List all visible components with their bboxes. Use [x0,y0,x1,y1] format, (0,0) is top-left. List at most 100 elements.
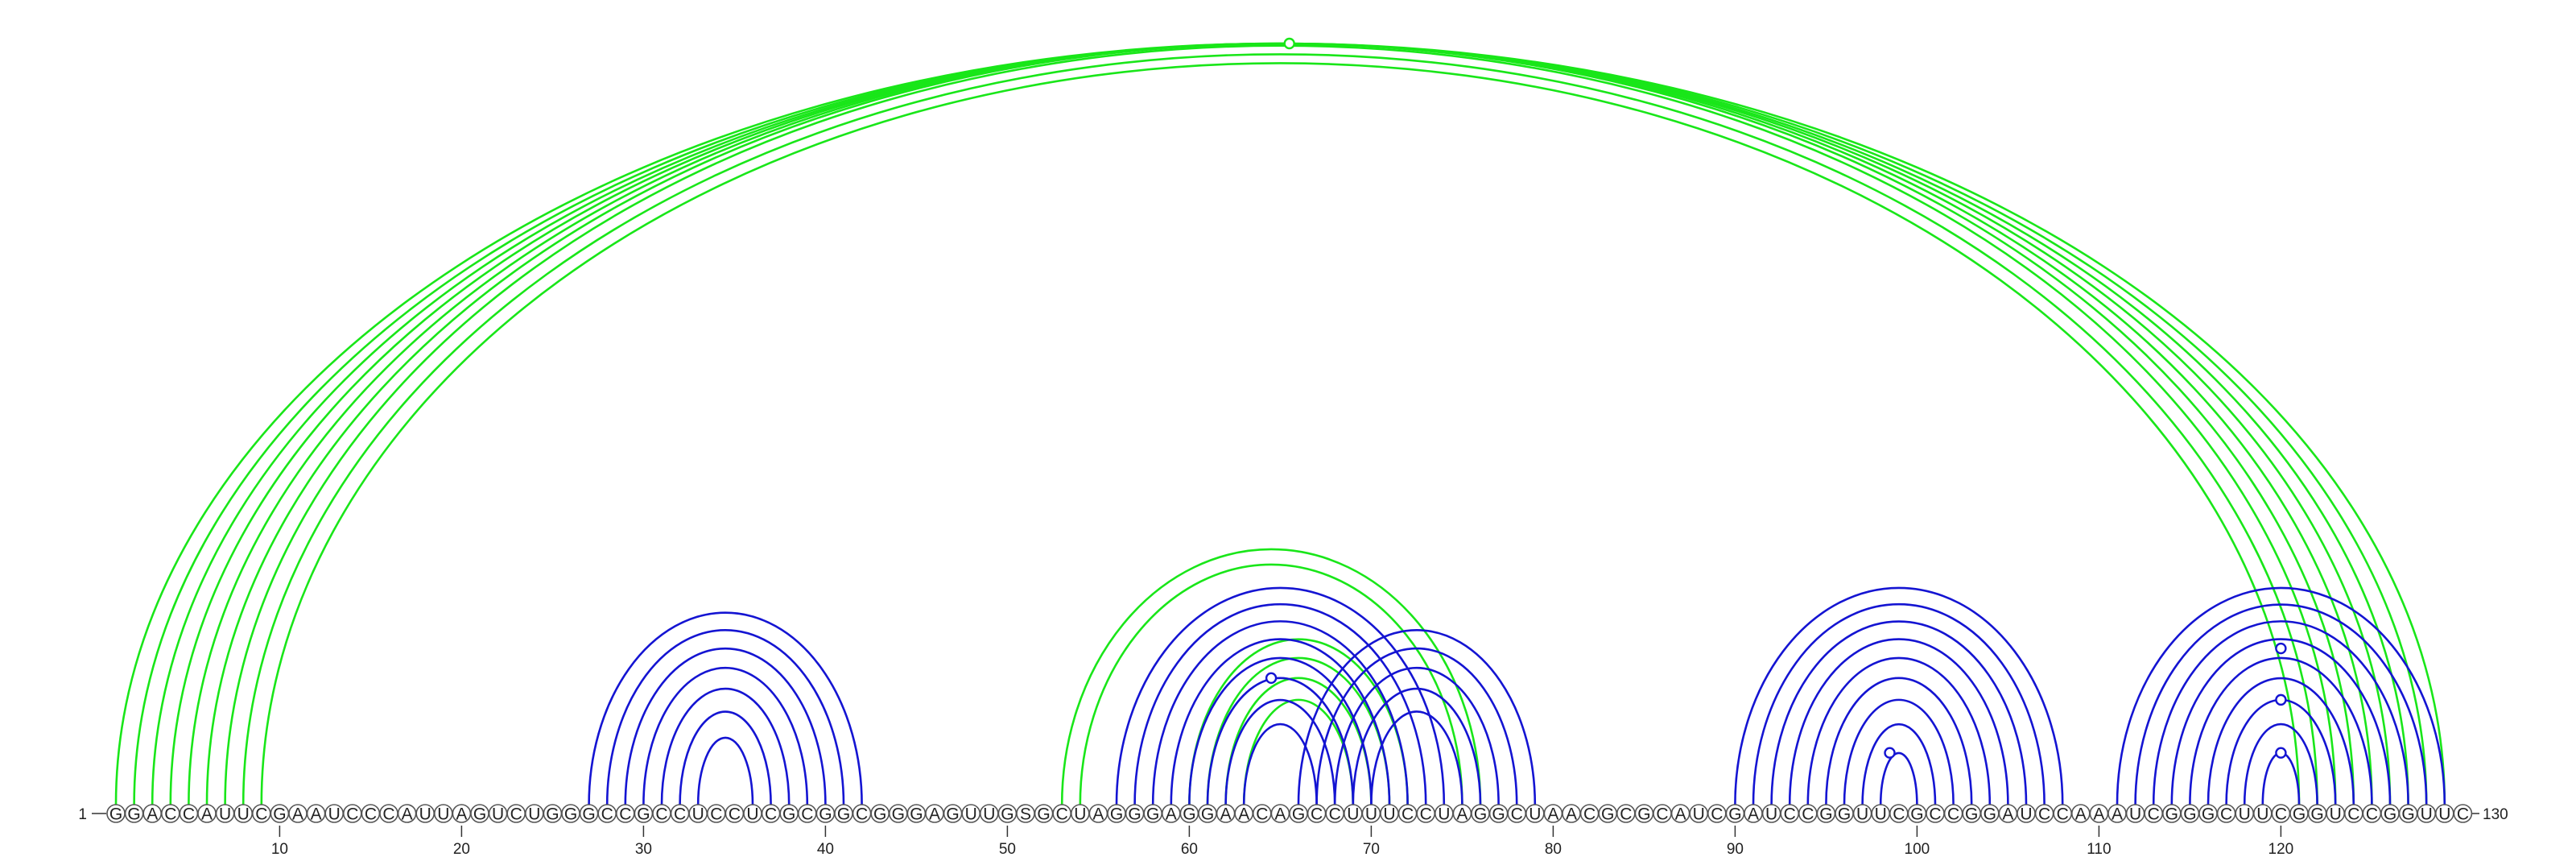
nucleotide-62-letter: A [1220,805,1232,824]
nucleotide-124-letter: C [2347,805,2359,824]
nucleotide-54-letter: U [1074,805,1086,824]
blue-hairpin-1-arc-29-40 [624,647,827,805]
blue-hairpin-1-arc-31-38 [660,687,791,805]
blue-stem-3-arc-69-76 [1352,687,1482,805]
nucleotide-122-letter: G [2310,805,2323,824]
nucleotide-51-letter: S [1020,805,1031,824]
tick-label-20: 20 [453,841,470,857]
nucleotide-37-letter: C [765,805,777,824]
nucleotide-109-letter: A [2075,805,2087,824]
nucleotide-52-letter: G [1037,805,1050,824]
nucleotide-115-letter: G [2183,805,2196,824]
nucleotide-128-letter: U [2421,805,2433,824]
nucleotide-24-letter: U [528,805,540,824]
nucleotide-76-letter: G [1474,805,1487,824]
tick-label-40: 40 [817,841,834,857]
blue-stem-3-arc-67-78 [1315,647,1518,805]
nucleotide-31-letter: C [655,805,667,824]
blue-hairpin-4-arc-95-103 [1825,677,1973,805]
nucleotide-105-letter: A [2002,805,2013,824]
nucleotide-47-letter: G [946,805,959,824]
nucleotide-92-letter: U [1765,805,1777,824]
nucleotide-129-letter: U [2438,805,2450,824]
nucleotide-17-letter: A [402,805,413,824]
tick-label-60: 60 [1181,841,1198,857]
nucleotide-56-letter: G [1110,805,1123,824]
nucleotide-64-letter: C [1256,805,1268,824]
nucleotide-82-letter: C [1583,805,1596,824]
nucleotide-119-letter: U [2256,805,2268,824]
nucleotide-83-letter: G [1601,805,1614,824]
nucleotide-130-circle [2453,804,2473,823]
nucleotide-108-letter: C [2057,805,2069,824]
nucleotide-33-letter: U [692,805,704,824]
nucleotide-102-letter: C [1947,805,1959,824]
green-pseudoknot-arc-54-75 [1079,563,1463,805]
blue-hairpin-1-arc-30-39 [642,666,809,805]
blue-stem-2-arc-56-74 [1115,586,1446,805]
nucleotide-103-letter: G [1965,805,1978,824]
nucleotide-7-letter: U [219,805,231,824]
nucleotide-48-letter: U [965,805,977,824]
nucleotide-50-letter: G [1001,805,1013,824]
green-long-range-arc-3-127 [151,42,2409,805]
tick-label-70: 70 [1363,841,1380,857]
blue-stem-3-arc-66-79 [1297,629,1537,805]
nucleotide-65-letter: A [1274,805,1286,824]
nucleotide-25-letter: G [546,805,559,824]
blue-hairpin-5-arc-111-129 [2116,586,2446,805]
nucleotide-89-letter: C [1711,805,1723,824]
green-long-range-arc-2-128 [133,42,2428,805]
nucleotide-29-letter: C [619,805,631,824]
blue-hairpin-5-arc-112-128 [2134,602,2428,805]
blue-hairpin-4-arc-97-101 [1861,722,1937,805]
nucleotide-8-letter: U [237,805,250,824]
nucleotide-127-letter: G [2401,805,2414,824]
blue-hairpin-4-arc-91-107 [1752,602,2046,805]
nucleotide-68-letter: C [1329,805,1341,824]
nucleotide-130-letter: C [2457,805,2469,824]
arc-marker-5 [2275,693,2287,706]
nucleotide-118-letter: U [2239,805,2251,824]
start-position-label: 1 [78,806,87,823]
nucleotide-96-letter: G [1838,805,1851,824]
nucleotide-58-letter: G [1146,805,1159,824]
nucleotide-20-letter: A [456,805,467,824]
nucleotide-116-letter: G [2202,805,2215,824]
nucleotide-110-letter: A [2093,805,2104,824]
nucleotide-121-letter: G [2293,805,2306,824]
nucleotide-32-letter: C [674,805,686,824]
nucleotide-27-letter: G [582,805,595,824]
blue-stem-2-arc-62-68 [1224,698,1336,805]
blue-hairpin-4-arc-94-104 [1806,656,1992,805]
blue-hairpin-4-arc-98-100 [1879,751,1918,805]
arc-marker-1 [1283,37,1295,50]
nucleotide-104-letter: G [1984,805,1996,824]
nucleotide-45-letter: G [910,805,923,824]
nucleotide-16-letter: C [382,805,394,824]
green-long-range-arc-5-125 [188,42,2373,805]
blue-stem-2-arc-60-70 [1188,656,1373,805]
green-long-range-arc-8-122 [242,53,2318,805]
nucleotide-1-letter: G [109,805,122,824]
nucleotide-39-letter: C [801,805,813,824]
nucleotide-13-letter: U [328,805,341,824]
nucleotide-91-letter: A [1748,805,1759,824]
blue-hairpin-4-arc-96-102 [1843,698,1955,805]
nucleotide-112-letter: U [2129,805,2141,824]
nucleotide-28-letter: C [601,805,613,824]
nucleotide-15-letter: C [365,805,377,824]
nucleotide-10-letter: G [273,805,286,824]
nucleotide-90-letter: G [1728,805,1741,824]
nucleotide-106-letter: U [2020,805,2032,824]
arc-marker-4 [2275,747,2287,759]
blue-hairpin-1-arc-28-41 [605,629,845,805]
nucleotide-123-letter: U [2330,805,2342,824]
nucleotide-73-letter: C [1420,805,1432,824]
nucleotide-11-letter: A [292,805,303,824]
green-long-range-arc-6-124 [205,42,2355,805]
nucleotide-72-letter: C [1402,805,1414,824]
base-pair-arcs [114,42,2446,805]
